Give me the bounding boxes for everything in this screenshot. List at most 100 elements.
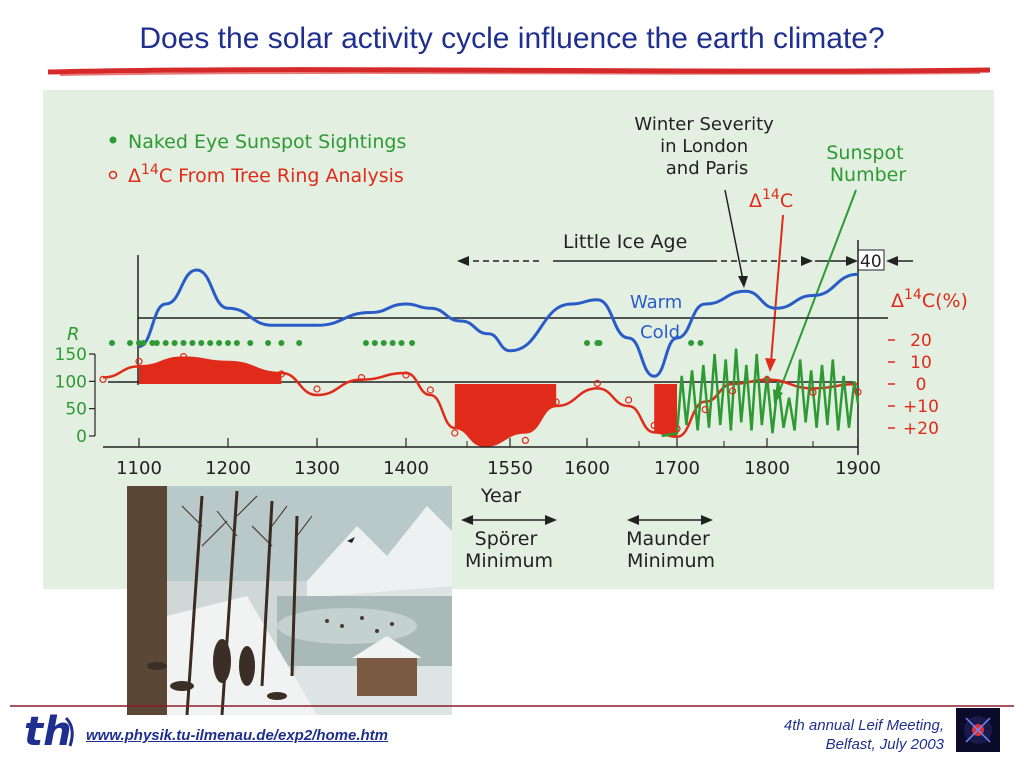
winter-severity-line — [138, 268, 859, 378]
delta14c-point — [521, 436, 529, 444]
sunspot-number-line — [661, 348, 860, 438]
footer-meeting-info: 4th annual Leif Meeting, Belfast, July 2… — [684, 716, 944, 754]
delta14c-point — [277, 370, 285, 378]
delta14c-point — [809, 388, 817, 396]
sunspot-sighting-dot — [162, 340, 169, 346]
sunspot-sighting-dot — [371, 340, 378, 346]
sunspot-sighting-dot — [296, 340, 303, 346]
sunspot-sighting-dot — [596, 340, 603, 346]
footer-url-link[interactable]: www.physik.tu-ilmenau.de/exp2/home.htm — [86, 727, 388, 744]
footer-meeting-line1: 4th annual Leif Meeting, — [783, 717, 944, 734]
delta14c-point — [593, 379, 602, 387]
x-axis-tick-label: 1800 — [744, 458, 790, 479]
sunspot-sighting-dot — [278, 340, 285, 346]
delta14c-point — [854, 388, 862, 396]
right-axis-tick-label: 0 — [916, 375, 927, 395]
right-axis-tick-label: +10 — [903, 397, 939, 417]
delta14c-point — [624, 396, 633, 404]
delta14c-point — [135, 357, 143, 365]
x-axis: 1100 1200 1300 1400 1550 1600 1700 1800 1900 — [103, 438, 881, 479]
sunspot-sighting-dot — [409, 340, 416, 346]
cold-label: Cold — [640, 322, 680, 343]
delta14c-point — [179, 353, 188, 361]
sunspot-sighting-dot — [189, 340, 196, 346]
x-axis-tick-label: 1900 — [835, 458, 881, 479]
sunspot-sighting-dot — [140, 340, 147, 346]
right-axis-label: Δ14C(%) — [891, 287, 968, 312]
sunspot-sighting-dot — [171, 340, 178, 346]
logo-icon: th — [24, 709, 72, 755]
legend-sunspot-marker — [109, 136, 117, 144]
delta14c-points — [99, 353, 862, 448]
x-axis-label: Year — [480, 485, 521, 507]
x-axis-tick-label: 1400 — [383, 458, 429, 479]
sunspot-sighting-dot — [380, 340, 387, 346]
right-axis-top-marker: 40 — [860, 252, 882, 272]
sunspot-number-label: Sunspot Number — [826, 142, 909, 186]
sunspot-sighting-dot — [584, 340, 590, 346]
x-axis-tick-label: 1100 — [116, 458, 162, 479]
left-axis-tick-label: 100 — [55, 372, 87, 392]
delta14c-point — [224, 361, 232, 369]
winter-landscape-painting — [127, 486, 452, 715]
right-axis-tick-label: 10 — [910, 353, 932, 373]
delta14c-point — [763, 376, 771, 384]
sunspot-sighting-dot — [198, 340, 205, 346]
delta14c-point — [402, 371, 410, 379]
minimum-fill-region — [139, 357, 282, 384]
sporer-minimum-label: Spörer Minimum — [465, 528, 553, 572]
sunspot-sighting-dot — [149, 340, 156, 346]
left-axis-ticks: 150 100 50 0 — [55, 345, 95, 447]
minimum-fill-region — [654, 384, 677, 437]
sunspot-sightings — [109, 340, 704, 346]
sunspot-sighting-dot — [207, 340, 214, 346]
sunspot-sighting-dot — [247, 340, 254, 346]
sunspot-sighting-dot — [688, 340, 695, 346]
delta14c-point — [451, 429, 459, 437]
sunspot-sighting-dot — [127, 340, 133, 346]
winter-severity-label: Winter Severity in London and Paris — [634, 114, 779, 179]
sunspot-sighting-dot — [153, 340, 160, 346]
sunspot-sighting-dot — [216, 340, 223, 346]
legend-delta14c-marker — [108, 170, 118, 180]
left-axis-tick-label: 50 — [65, 400, 87, 420]
delta14c-point — [99, 375, 107, 383]
x-axis-tick-label: 1200 — [205, 458, 251, 479]
footer-bar: th — [10, 705, 1014, 755]
right-axis-tick-label: 20 — [910, 331, 932, 351]
delta14c-point — [313, 385, 321, 393]
maunder-minimum-label: Maunder Minimum — [626, 528, 716, 572]
legend-sunspot-sightings: Naked Eye Sunspot Sightings — [128, 131, 406, 153]
x-axis-tick-label: 1700 — [654, 458, 700, 479]
delta14c-point — [673, 425, 681, 433]
sunspot-sighting-dot — [180, 340, 187, 346]
delta14c-point — [357, 374, 366, 382]
footer-meeting-line2: Belfast, July 2003 — [825, 736, 944, 753]
delta14c-annotation: Δ14C — [749, 187, 793, 212]
sunspot-sighting-dot — [389, 340, 396, 346]
slide-title: Does the solar activity cycle influence … — [139, 22, 885, 55]
x-axis-tick-label: 1550 — [487, 458, 533, 479]
sunspot-sighting-dot — [697, 340, 704, 346]
legend-delta14c: Δ14C From Tree Ring Analysis — [128, 162, 404, 187]
sunspot-sighting-dot — [109, 340, 115, 346]
sunspot-sighting-dot — [398, 340, 405, 346]
sunspot-sighting-dot — [362, 340, 369, 346]
delta14c-point — [650, 421, 658, 429]
delta14c-point — [426, 386, 434, 394]
delta14c-point — [728, 387, 737, 395]
delta14c-point — [701, 406, 709, 414]
left-axis-tick-label: 0 — [76, 427, 87, 447]
sunspot-number-series — [661, 348, 860, 438]
sunspot-sighting-dot — [233, 340, 240, 346]
sunspot-sighting-dot — [265, 340, 272, 346]
delta14c-point — [552, 398, 560, 406]
solar-climate-chart: Naked Eye Sunspot Sightings Δ14C From Tr… — [43, 90, 994, 589]
title-underline — [47, 67, 991, 76]
x-axis-tick-label: 1600 — [564, 458, 610, 479]
little-ice-age-label: Little Ice Age — [563, 231, 687, 253]
left-axis-tick-label: 150 — [55, 345, 87, 365]
right-axis-tick-label: +20 — [903, 419, 939, 439]
warm-label: Warm — [630, 292, 682, 313]
